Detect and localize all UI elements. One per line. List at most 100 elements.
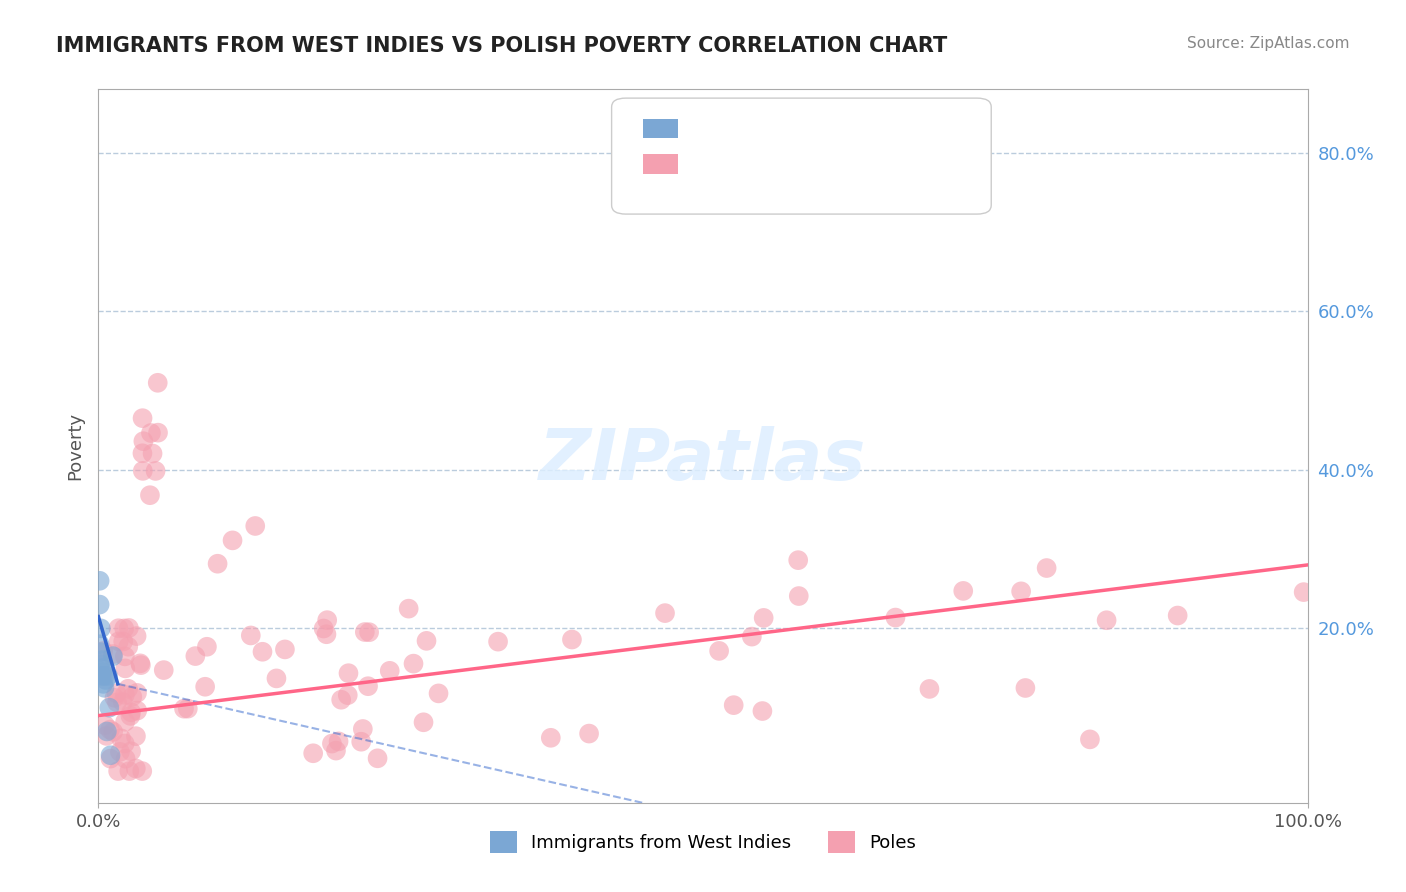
Poles: [103, 690, 125, 705]
Poles: [125, 686, 148, 700]
Poles: [127, 704, 149, 718]
Poles: [350, 735, 373, 749]
Poles: [918, 681, 941, 696]
Poles: [378, 664, 401, 678]
Poles: [337, 666, 360, 681]
Poles: [120, 709, 142, 723]
Text: -0.388: -0.388: [756, 120, 815, 137]
Poles: [239, 628, 262, 642]
Poles: [117, 640, 139, 654]
Immigrants from West Indies: [89, 574, 111, 588]
Poles: [352, 722, 374, 736]
Poles: [98, 723, 121, 737]
Poles: [96, 729, 118, 743]
Poles: [91, 644, 114, 658]
Poles: [328, 734, 350, 748]
Poles: [316, 613, 339, 627]
Poles: [114, 661, 136, 675]
Immigrants from West Indies: [97, 669, 120, 683]
Poles: [207, 557, 229, 571]
Poles: [578, 726, 600, 740]
Immigrants from West Indies: [90, 657, 112, 671]
Poles: [108, 745, 131, 759]
Poles: [540, 731, 562, 745]
Poles: [427, 686, 450, 700]
Poles: [1010, 584, 1032, 599]
Poles: [195, 640, 218, 654]
Poles: [787, 553, 810, 567]
Poles: [129, 657, 152, 671]
Poles: [359, 625, 381, 640]
Poles: [486, 634, 509, 648]
Poles: [415, 633, 437, 648]
Poles: [330, 692, 353, 706]
Poles: [120, 706, 142, 720]
Text: 0.288: 0.288: [756, 155, 808, 173]
Poles: [131, 446, 153, 460]
Poles: [884, 610, 907, 624]
Immigrants from West Indies: [100, 748, 122, 763]
Poles: [114, 688, 136, 702]
Immigrants from West Indies: [96, 724, 118, 739]
Poles: [654, 606, 676, 620]
Poles: [101, 647, 124, 661]
Poles: [131, 411, 153, 425]
Immigrants from West Indies: [94, 673, 117, 687]
Poles: [107, 621, 129, 635]
Poles: [787, 589, 810, 603]
Immigrants from West Indies: [91, 653, 114, 667]
Poles: [741, 630, 763, 644]
Text: Source: ZipAtlas.com: Source: ZipAtlas.com: [1187, 36, 1350, 51]
Poles: [118, 621, 141, 635]
Text: N =: N =: [834, 155, 870, 173]
Poles: [112, 622, 135, 636]
Poles: [112, 634, 135, 648]
Y-axis label: Poverty: Poverty: [66, 412, 84, 480]
Poles: [412, 715, 434, 730]
Poles: [125, 762, 148, 776]
Poles: [117, 681, 139, 696]
Poles: [752, 611, 775, 625]
Poles: [336, 688, 359, 702]
Poles: [1035, 561, 1057, 575]
Poles: [952, 583, 974, 598]
Poles: [751, 704, 773, 718]
Poles: [1167, 608, 1189, 623]
Poles: [145, 464, 167, 478]
Immigrants from West Indies: [89, 637, 111, 651]
Immigrants from West Indies: [93, 669, 115, 683]
Poles: [142, 446, 165, 460]
Poles: [131, 764, 153, 778]
Poles: [111, 695, 134, 709]
Immigrants from West Indies: [91, 677, 114, 691]
Poles: [107, 764, 129, 778]
Immigrants from West Indies: [90, 621, 112, 635]
Poles: [139, 425, 162, 440]
Poles: [100, 751, 122, 765]
Immigrants from West Indies: [89, 598, 111, 612]
Poles: [118, 764, 141, 778]
Poles: [177, 701, 200, 715]
Poles: [120, 744, 142, 758]
Poles: [107, 634, 129, 648]
Legend: Immigrants from West Indies, Poles: Immigrants from West Indies, Poles: [482, 823, 924, 860]
Poles: [1095, 613, 1118, 627]
Poles: [221, 533, 243, 548]
Immigrants from West Indies: [91, 665, 114, 679]
Poles: [114, 649, 136, 664]
Poles: [125, 629, 148, 643]
Poles: [1078, 732, 1101, 747]
Poles: [561, 632, 583, 647]
Poles: [152, 663, 174, 677]
Poles: [194, 680, 217, 694]
Poles: [1014, 681, 1036, 695]
Poles: [121, 690, 143, 704]
Poles: [723, 698, 745, 713]
Poles: [252, 645, 274, 659]
Text: IMMIGRANTS FROM WEST INDIES VS POLISH POVERTY CORRELATION CHART: IMMIGRANTS FROM WEST INDIES VS POLISH PO…: [56, 36, 948, 55]
Poles: [114, 752, 136, 766]
Poles: [274, 642, 297, 657]
Poles: [315, 627, 337, 641]
Poles: [367, 751, 389, 765]
Immigrants from West Indies: [91, 661, 114, 675]
